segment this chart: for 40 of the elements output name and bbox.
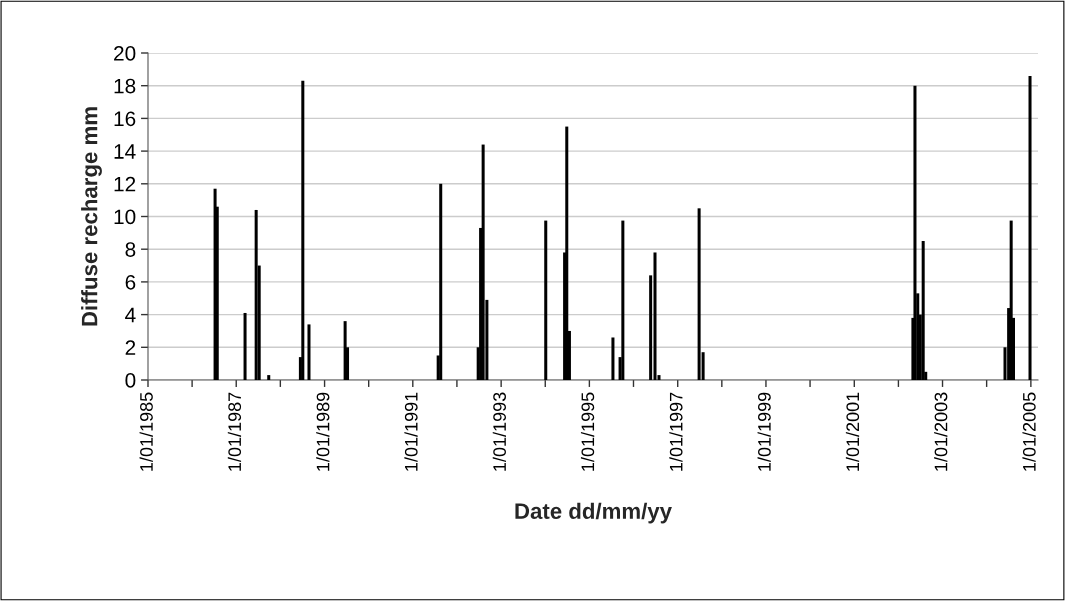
bar (544, 220, 548, 380)
x-axis-title: Date dd/mm/yy (515, 502, 672, 524)
bar (439, 183, 443, 380)
y-tick-label: 4 (125, 307, 136, 323)
x-tick-label: 1/01/1987 (227, 392, 242, 471)
y-tick-label: 8 (125, 242, 136, 257)
y-tick-label: 18 (114, 78, 136, 94)
x-tick-label: 1/01/1993 (492, 392, 506, 471)
x-tick-label: 1/01/2001 (845, 392, 860, 471)
x-tick-label: 1/01/1999 (757, 392, 771, 471)
bar (621, 220, 625, 380)
bar (243, 312, 247, 380)
y-tick-label: 0 (125, 373, 136, 388)
bar (1028, 75, 1032, 380)
bar (611, 337, 615, 380)
y-axis-title: Diffuse recharge mm (81, 107, 102, 326)
x-tick-label: 1/01/1991 (404, 392, 418, 471)
bar (481, 144, 485, 380)
x-tick-label: 1/01/1989 (316, 392, 330, 471)
y-tick-label: 16 (114, 111, 136, 127)
x-tick-label: 1/01/1995 (580, 392, 595, 471)
bar (565, 126, 569, 380)
bar (913, 85, 917, 380)
x-tick-label: 1/01/1997 (669, 392, 683, 471)
y-tick-label: 20 (114, 46, 136, 61)
y-tick-label: 10 (114, 209, 136, 225)
x-tick-label: 1/01/1985 (139, 392, 153, 471)
bar (307, 324, 311, 380)
bar (267, 375, 271, 380)
bar (254, 209, 258, 380)
bar (921, 241, 925, 380)
y-tick-label: 2 (125, 340, 136, 355)
bar (653, 252, 657, 380)
x-tick-label: 1/01/2003 (934, 392, 948, 471)
bar (697, 208, 701, 380)
y-tick-label: 12 (114, 176, 136, 192)
bar (301, 80, 305, 380)
y-tick-label: 6 (125, 274, 136, 290)
x-tick-label: 1/01/2005 (1022, 392, 1036, 471)
y-tick-label: 14 (114, 144, 136, 159)
